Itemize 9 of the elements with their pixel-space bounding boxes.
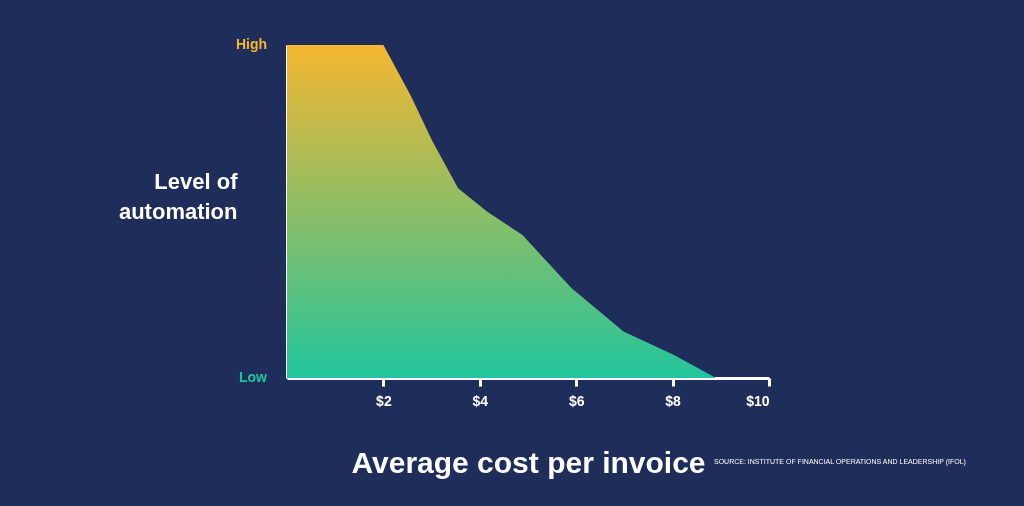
x-tick-label: $2 [376,392,392,409]
y-axis-title: Level of automation [118,169,239,224]
text: High [235,36,267,52]
x-tick-label: $10 [746,392,770,409]
x-tick-label: $4 [472,392,489,409]
x-tick-label: $6 [568,392,585,409]
x-tick-label: $8 [665,392,682,409]
text: Low [239,369,268,385]
x-axis-title: Average cost per invoice [351,445,706,479]
